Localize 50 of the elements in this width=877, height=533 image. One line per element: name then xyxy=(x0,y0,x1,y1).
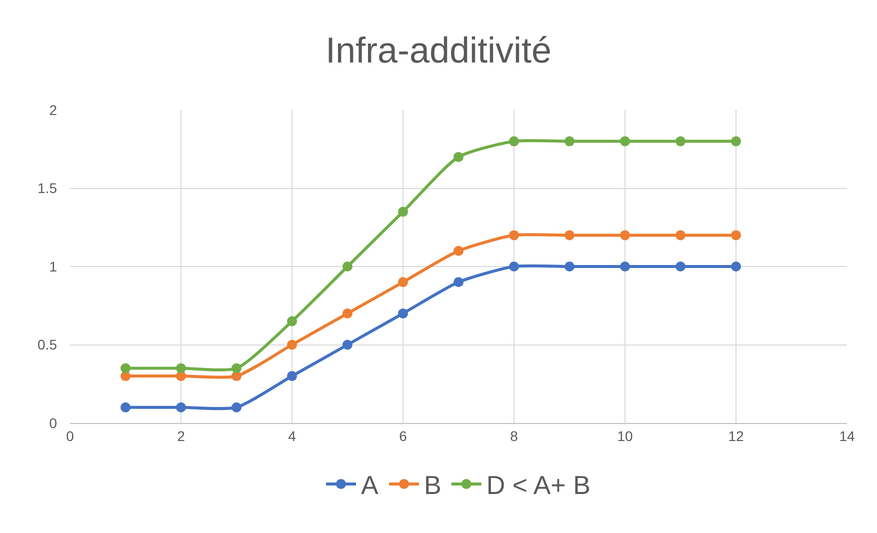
point xyxy=(620,262,630,272)
point xyxy=(232,402,242,412)
legend-label: A xyxy=(361,470,379,500)
point xyxy=(620,230,630,240)
point xyxy=(454,152,464,162)
point xyxy=(398,308,408,318)
point xyxy=(287,316,297,326)
y-tick-label: 2 xyxy=(49,102,58,118)
point xyxy=(509,136,519,146)
point xyxy=(509,230,519,240)
point xyxy=(564,262,574,272)
point xyxy=(454,277,464,288)
point xyxy=(342,262,352,272)
x-tick-label: 12 xyxy=(728,428,744,444)
point xyxy=(509,262,519,272)
x-tick-label: 8 xyxy=(510,428,518,444)
point xyxy=(120,402,130,412)
x-tick-label: 2 xyxy=(177,428,186,444)
point xyxy=(287,371,297,382)
point xyxy=(676,136,686,146)
point xyxy=(342,340,352,350)
point xyxy=(232,363,242,374)
x-tick-label: 0 xyxy=(66,428,74,444)
x-tick-label: 10 xyxy=(617,428,633,444)
y-tick-label: 0 xyxy=(49,414,58,431)
legend-label: B xyxy=(424,470,442,500)
y-tick-label: 0.5 xyxy=(38,336,58,353)
point xyxy=(120,363,130,374)
x-tick-label: 14 xyxy=(839,428,855,444)
point xyxy=(342,308,352,318)
point xyxy=(398,277,408,288)
point xyxy=(287,340,297,350)
legend-label: D < A+ B xyxy=(486,470,590,500)
y-tick-label: 1.5 xyxy=(38,180,58,196)
point xyxy=(620,136,630,146)
point xyxy=(731,230,741,240)
x-tick-label: 4 xyxy=(288,428,296,444)
point xyxy=(454,246,464,256)
point xyxy=(564,136,574,146)
point xyxy=(398,206,408,217)
point xyxy=(731,136,741,146)
point xyxy=(731,262,741,272)
point xyxy=(676,230,686,240)
point xyxy=(564,230,574,240)
x-tick-label: 6 xyxy=(399,428,408,444)
point xyxy=(676,262,686,272)
y-tick-label: 1 xyxy=(49,258,58,274)
chart-title: Infra-additivité xyxy=(325,30,552,71)
point xyxy=(176,402,186,412)
point xyxy=(176,363,186,374)
